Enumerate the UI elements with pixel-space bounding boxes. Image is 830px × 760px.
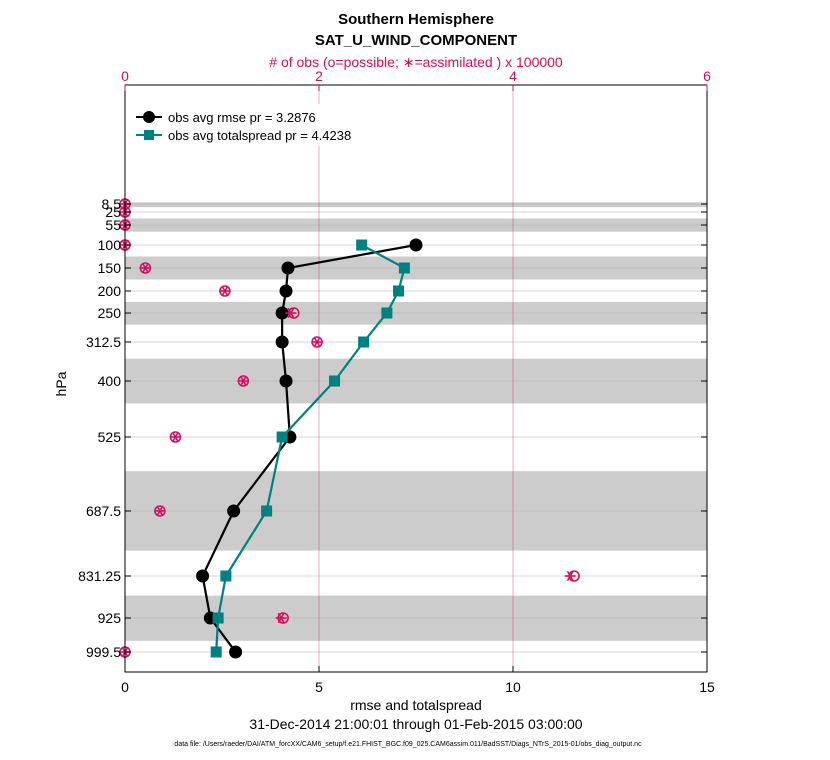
asterisk-stroke xyxy=(287,307,295,319)
shaded-band xyxy=(125,202,707,208)
top-tick-label: 0 xyxy=(121,68,129,84)
rmse-point xyxy=(275,335,289,349)
obs-assimilated-marker xyxy=(311,336,323,348)
rmse-point xyxy=(279,374,293,388)
y-tick-label: 200 xyxy=(98,283,122,299)
asterisk-stroke xyxy=(156,505,164,517)
spread-point xyxy=(381,307,393,319)
asterisk-stroke xyxy=(277,612,285,624)
x-tick-label: 0 xyxy=(121,679,129,695)
asterisk-stroke xyxy=(313,336,321,348)
obs-assimilated-marker xyxy=(219,285,231,297)
y-tick-label: 525 xyxy=(98,429,122,445)
spread-point xyxy=(329,375,341,387)
y-tick-label: 925 xyxy=(98,610,122,626)
spread-point xyxy=(261,505,273,517)
asterisk-stroke xyxy=(141,262,149,274)
y-tick-label: 999.5 xyxy=(86,644,121,660)
y-tick-label: 55 xyxy=(105,217,121,233)
obs-assimilated-marker xyxy=(237,375,249,387)
spread-point xyxy=(398,262,410,274)
top-tick-label: 2 xyxy=(315,68,323,84)
obs-assimilated-marker xyxy=(169,431,181,443)
rmse-point xyxy=(196,569,210,583)
y-tick-label: 312.5 xyxy=(86,334,121,350)
x-tick-label: 15 xyxy=(699,679,715,695)
asterisk-stroke xyxy=(566,570,574,582)
y-tick-label: 100 xyxy=(98,237,122,253)
spread-point xyxy=(358,336,370,348)
legend-spread-marker xyxy=(144,130,154,140)
y-tick-label: 8.5 xyxy=(102,196,122,212)
obs-assimilated-marker xyxy=(564,570,576,582)
rmse-point xyxy=(279,284,293,298)
y-tick-label: 25 xyxy=(105,204,121,220)
top-tick-label: 6 xyxy=(703,68,711,84)
legend-rmse-marker xyxy=(143,111,155,123)
y-tick-label: 150 xyxy=(98,260,122,276)
rmse-point xyxy=(275,306,289,320)
legend: obs avg rmse pr = 3.2876 obs avg totalsp… xyxy=(130,104,390,146)
asterisk-stroke xyxy=(171,431,179,443)
legend-box xyxy=(130,104,390,146)
spread-point xyxy=(393,285,405,297)
obs-assimilated-marker xyxy=(285,307,297,319)
legend-spread-label: obs avg totalspread pr = 4.4238 xyxy=(168,128,351,143)
x-tick-label: 10 xyxy=(505,679,521,695)
plot-frame xyxy=(124,84,708,673)
y-tick-label: 831.25 xyxy=(78,568,121,584)
grid-lines xyxy=(124,85,708,672)
y-tick-label: 400 xyxy=(98,373,122,389)
top-axis-label: # of obs (o=possible; ∗=assimilated ) x … xyxy=(269,54,563,70)
series-layer xyxy=(196,238,423,659)
rmse-point xyxy=(227,504,241,518)
asterisk-stroke xyxy=(221,285,229,297)
x-axis-label: rmse and totalspread xyxy=(350,697,482,713)
spread-point xyxy=(356,239,368,251)
y-tick-label: 250 xyxy=(98,305,122,321)
obs-assimilated-marker xyxy=(139,262,151,274)
rmse-point xyxy=(409,238,423,252)
y-axis-label: hPa xyxy=(53,371,69,396)
spread-point xyxy=(276,431,288,443)
data-file-path: data file: /Users/raeder/DAI/ATM_forcXX/… xyxy=(174,741,642,748)
top-tick-label: 4 xyxy=(509,68,517,84)
rmse-point xyxy=(229,645,243,659)
axis-ticks: 0 5 10 150 2 4 68.52555100150200250312.5400525… xyxy=(78,68,715,695)
spread-point xyxy=(210,646,222,658)
y-tick-label: 687.5 xyxy=(86,503,121,519)
asterisk-stroke xyxy=(239,375,247,387)
obs-assimilated-marker xyxy=(275,612,287,624)
spread-point xyxy=(212,612,224,624)
obs-assimilated-marker xyxy=(154,505,166,517)
chart-title: Southern Hemisphere xyxy=(338,11,494,28)
chart-subtitle: SAT_U_WIND_COMPONENT xyxy=(315,32,517,49)
date-range: 31-Dec-2014 21:00:01 through 01-Feb-2015… xyxy=(249,716,582,732)
x-tick-label: 5 xyxy=(315,679,323,695)
rmse-point xyxy=(281,261,295,275)
legend-rmse-label: obs avg rmse pr = 3.2876 xyxy=(168,110,316,125)
spread-point xyxy=(220,570,232,582)
